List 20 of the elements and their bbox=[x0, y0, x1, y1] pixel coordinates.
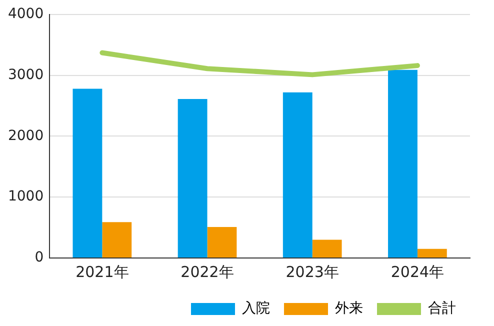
x-tick-label: 2022年 bbox=[180, 262, 234, 281]
y-tick-label: 4000 bbox=[8, 6, 44, 22]
bar bbox=[207, 226, 237, 258]
y-tick-label: 3000 bbox=[8, 66, 44, 83]
bar bbox=[102, 222, 132, 258]
y-tick-label: 1000 bbox=[8, 188, 44, 205]
x-tick-label: 2021年 bbox=[76, 262, 129, 281]
bar bbox=[388, 70, 418, 258]
bar bbox=[282, 92, 312, 258]
bar bbox=[417, 248, 447, 258]
y-tick-label: 0 bbox=[34, 250, 44, 266]
x-tick-label: 2023年 bbox=[286, 262, 339, 281]
legend-label: 合計 bbox=[428, 300, 456, 317]
y-tick-label: 2000 bbox=[8, 128, 44, 144]
bar bbox=[72, 88, 102, 258]
bar bbox=[178, 99, 208, 258]
legend-label: 入院 bbox=[242, 300, 270, 317]
bar bbox=[312, 240, 342, 258]
x-tick-label: 2024年 bbox=[390, 262, 444, 281]
legend-label: 外来 bbox=[335, 300, 363, 317]
